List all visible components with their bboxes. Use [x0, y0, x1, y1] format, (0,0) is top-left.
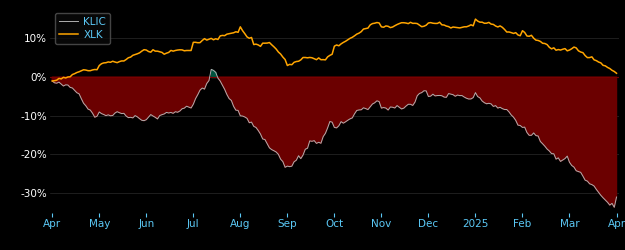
XLK: [268, 43, 276, 46]
KLIC: [612, 196, 620, 198]
KLIC: [208, 68, 215, 71]
XLK: [134, 52, 141, 55]
XLK: [357, 30, 365, 33]
KLIC: [360, 106, 368, 109]
Line: XLK: XLK: [52, 19, 616, 81]
XLK: [355, 32, 362, 35]
XLK: [548, 47, 556, 50]
XLK: [472, 18, 479, 20]
XLK: [612, 72, 620, 75]
KLIC: [286, 165, 293, 168]
XLK: [49, 80, 56, 82]
KLIC: [270, 149, 278, 152]
KLIC: [357, 108, 365, 111]
KLIC: [548, 152, 556, 155]
XLK: [284, 64, 291, 67]
KLIC: [49, 80, 56, 82]
Line: KLIC: KLIC: [52, 70, 616, 207]
KLIC: [611, 206, 618, 209]
KLIC: [134, 115, 141, 118]
Legend: KLIC, XLK: KLIC, XLK: [55, 13, 111, 44]
